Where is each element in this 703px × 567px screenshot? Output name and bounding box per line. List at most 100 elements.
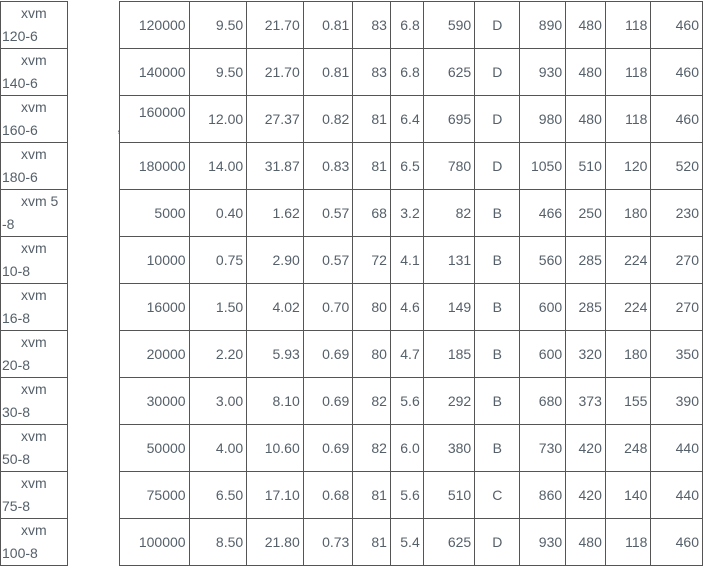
model-label: xvm 10-8	[2, 240, 47, 279]
mount-type-cell: D	[474, 518, 521, 566]
spec-cell: 5.93	[246, 330, 304, 378]
spec-cell: 14.00	[188, 142, 248, 190]
mount-type-cell: B	[474, 330, 521, 378]
spec-cell: 75000	[119, 471, 190, 519]
spec-cell: 82	[352, 377, 391, 425]
spec-table: 120000 9.50 21.70 0.81 83 6.8 590 D 890 480 118 460…	[117, 1, 703, 566]
model-cell: xvm 10-8	[0, 236, 68, 284]
spec-cell: 248	[604, 424, 652, 472]
spec-cell: 3.2	[389, 189, 424, 237]
spec-cell: 3.00	[188, 377, 248, 425]
spec-cell: 0.70	[302, 283, 354, 331]
spec-cell: 100000	[119, 518, 190, 566]
spec-cell: 8.10	[246, 377, 304, 425]
spec-cell: 373	[565, 377, 606, 425]
spec-cell: 980	[519, 95, 567, 143]
spec-cell: 250	[565, 189, 606, 237]
spec-cell: 0.40	[188, 189, 248, 237]
spec-cell: 390	[650, 377, 703, 425]
spec-cell: 0.75	[188, 236, 248, 284]
spec-cell: 5.6	[389, 377, 424, 425]
spec-cell: 860	[519, 471, 567, 519]
table-row: 75000 6.50 17.10 0.68 81 5.6 510 C 860 420 140 440	[119, 471, 703, 519]
spec-cell: 320	[565, 330, 606, 378]
spec-cell: 120000	[119, 1, 190, 49]
spec-cell: 4.02	[246, 283, 304, 331]
spec-cell: 80	[352, 330, 391, 378]
model-row: xvm 10-8	[0, 236, 68, 284]
spec-cell: 420	[565, 471, 606, 519]
spec-cell: 625	[422, 518, 476, 566]
spec-cell: 230	[650, 189, 703, 237]
spec-cell: 21.70	[246, 48, 304, 96]
spec-cell: 2.90	[246, 236, 304, 284]
spec-cell: 9.50	[188, 1, 248, 49]
spec-cell: 0.82	[302, 95, 354, 143]
spec-cell: 83	[352, 48, 391, 96]
spec-cell: 285	[565, 236, 606, 284]
spec-cell: 520	[650, 142, 703, 190]
model-cell: xvm 100-8	[0, 518, 68, 566]
mount-type-cell: B	[474, 283, 521, 331]
spec-cell: 510	[565, 142, 606, 190]
spec-cell: 560	[519, 236, 567, 284]
spec-cell: 83	[352, 1, 391, 49]
model-cell: xvm 30-8	[0, 377, 68, 425]
spec-cell: 600	[519, 283, 567, 331]
model-cell: xvm 5 -8	[0, 189, 68, 237]
mount-type-cell: B	[474, 189, 521, 237]
spec-cell: 0.69	[302, 424, 354, 472]
spec-cell: 1050	[519, 142, 567, 190]
table-row: 180000 14.00 31.87 0.83 81 6.5 780 D 1050 510 120 5…	[119, 142, 703, 190]
spec-cell: 224	[604, 236, 652, 284]
spec-cell: 270	[650, 236, 703, 284]
mount-type-cell: C	[474, 471, 521, 519]
model-cell: xvm 180-6	[0, 142, 68, 190]
spec-cell: 0.57	[302, 236, 354, 284]
spec-cell: 80	[352, 283, 391, 331]
spec-cell: 21.80	[246, 518, 304, 566]
spec-cell: 600	[519, 330, 567, 378]
spec-cell: 81	[352, 142, 391, 190]
spec-cell: 9.50	[188, 48, 248, 96]
model-label: xvm 75-8	[2, 475, 47, 514]
table-row: 160000, 12.00 27.37 0.82 81 6.4 695 D 980 480 118 4…	[117, 95, 703, 143]
spec-cell: 5.4	[389, 518, 424, 566]
spec-cell: 440	[650, 471, 703, 519]
spec-cell: 68	[352, 189, 391, 237]
model-cell: xvm 140-6	[0, 48, 68, 96]
spec-cell: 460	[650, 1, 703, 49]
spec-cell: 8.50	[188, 518, 248, 566]
spec-cell: 480	[565, 1, 606, 49]
spec-cell: 380	[422, 424, 476, 472]
spec-cell: 0.68	[302, 471, 354, 519]
model-cell: xvm 20-8	[0, 330, 68, 378]
spec-cell: 10000	[119, 236, 190, 284]
spec-cell: 81	[352, 518, 391, 566]
model-row: xvm 20-8	[0, 330, 68, 378]
spec-cell: 480	[565, 518, 606, 566]
table-row: 16000 1.50 4.02 0.70 80 4.6 149 B 600 285 224 270	[119, 283, 703, 331]
spec-cell: 82	[422, 189, 476, 237]
spec-cell: 285	[565, 283, 606, 331]
model-label: xvm 140-6	[2, 52, 47, 91]
spec-cell: 4.6	[389, 283, 424, 331]
model-row: xvm 75-8	[0, 471, 68, 519]
spec-cell: 12.00	[188, 95, 248, 143]
model-cell: xvm 16-8	[0, 283, 68, 331]
spec-cell: 6.0	[389, 424, 424, 472]
spec-cell: 16000	[119, 283, 190, 331]
model-cell: xvm 120-6	[0, 1, 68, 49]
model-cell: xvm 75-8	[0, 471, 68, 519]
model-label: xvm 30-8	[2, 381, 47, 420]
mount-type-cell: B	[474, 377, 521, 425]
spec-cell: 350	[650, 330, 703, 378]
table-row: 140000 9.50 21.70 0.81 83 6.8 625 D 930 480 118 460	[119, 48, 703, 96]
spec-cell: 118	[604, 48, 652, 96]
mount-type-cell: D	[474, 95, 521, 143]
spec-cell: 0.73	[302, 518, 354, 566]
model-label: xvm 50-8	[2, 428, 47, 467]
model-table-body: xvm 120-6 xvm 140-6 xvm 160-6 xvm 180-6 xvm …	[0, 1, 68, 566]
model-row: xvm 16-8	[0, 283, 68, 331]
spec-cell: 590	[422, 1, 476, 49]
